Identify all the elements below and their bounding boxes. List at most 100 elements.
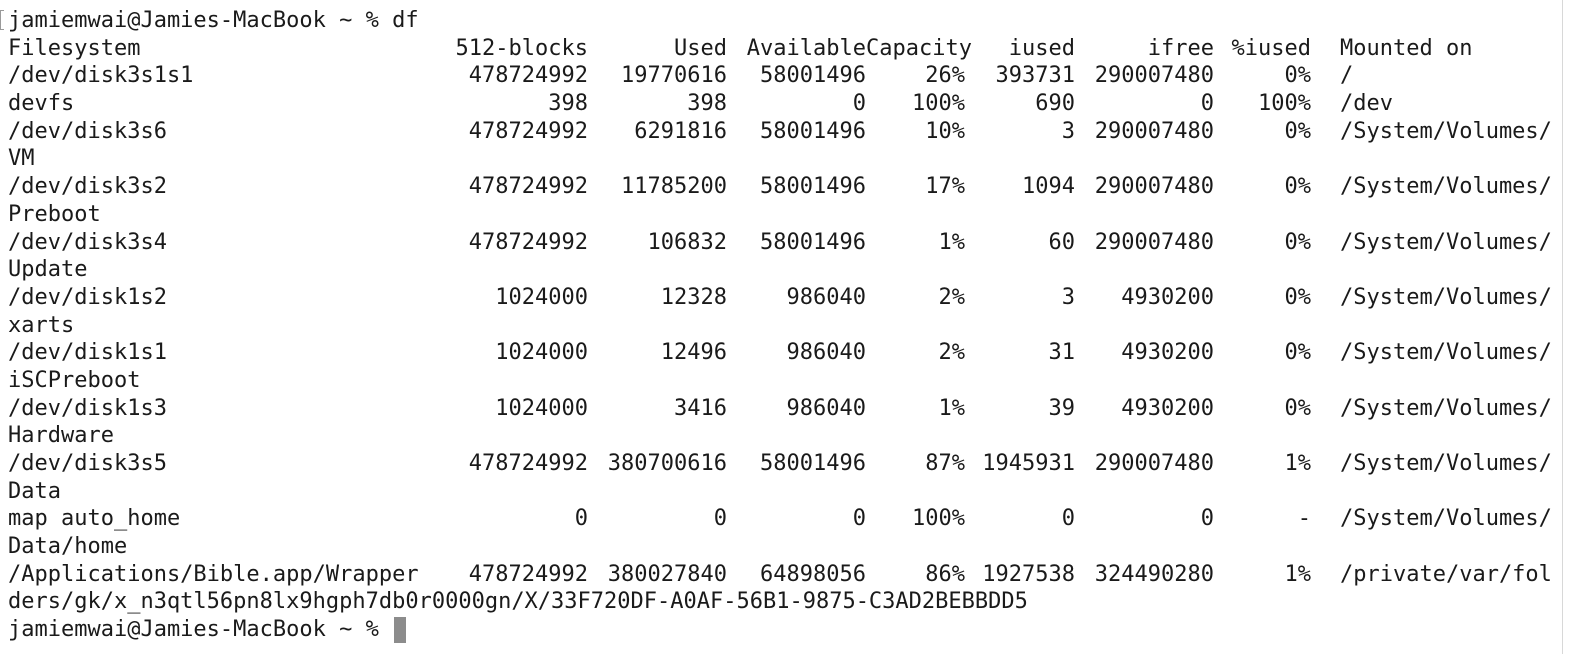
capacity-cell: 2% xyxy=(938,284,966,310)
wrapped-mount-continuation: Data xyxy=(8,478,61,504)
available-cell: 58001496 xyxy=(760,118,866,144)
mounted-on-cell: /System/Volumes/ xyxy=(1340,395,1552,421)
percent-iused-cell: 0% xyxy=(1284,118,1312,144)
final-prompt-text: jamiemwai@Jamies-MacBook ~ % xyxy=(8,617,393,643)
used-cell: 398 xyxy=(687,91,727,117)
mounted-on-cell: /System/Volumes/ xyxy=(1340,340,1552,366)
mounted-on-cell: / xyxy=(1340,63,1354,89)
wrapped-mount-continuation: VM xyxy=(8,146,35,172)
wrapped-mount-continuation: Update xyxy=(8,257,88,283)
filesystem-cell: /dev/disk3s5 xyxy=(8,451,167,476)
header-filesystem: Filesystem xyxy=(8,35,141,61)
percent-iused-cell: 1% xyxy=(1284,451,1312,476)
used-cell: 12496 xyxy=(660,340,727,366)
blocks-cell: 1024000 xyxy=(495,284,588,310)
iused-cell: 1945931 xyxy=(982,451,1075,476)
capacity-cell: 86% xyxy=(925,561,965,587)
header-capacity: Capacity xyxy=(866,35,972,61)
ifree-cell: 0 xyxy=(1200,506,1214,532)
percent-iused-cell: 0% xyxy=(1284,174,1312,200)
command-text: df xyxy=(392,8,419,33)
df-row: /dev/disk1s1 1024000 12496 986040 2% 31 493020… xyxy=(8,339,1586,367)
available-cell: 64898056 xyxy=(760,561,866,587)
df-row: /Applications/Bible.app/Wrapper 478724992… xyxy=(8,561,1586,589)
capacity-cell: 26% xyxy=(925,63,965,89)
header-used: Used xyxy=(674,35,727,61)
scrollbar-divider xyxy=(1562,0,1563,654)
header-ifree: ifree xyxy=(1147,35,1214,61)
ifree-cell: 290007480 xyxy=(1094,63,1214,89)
mounted-on-cell: /System/Volumes/ xyxy=(1340,451,1552,476)
filesystem-cell: /dev/disk1s2 xyxy=(8,284,167,310)
wrapped-mount-continuation: Hardware xyxy=(8,423,114,449)
mounted-on-cell: /System/Volumes/ xyxy=(1340,118,1552,144)
df-output-rows: /dev/disk3s1s1 478724992 19770616 58001496 2… xyxy=(8,62,1586,616)
filesystem-cell: /dev/disk1s3 xyxy=(8,395,167,421)
df-row: /dev/disk3s4 478724992 106832 58001496 1% 60 2… xyxy=(8,229,1586,257)
selection-bracket-marker xyxy=(0,10,4,30)
mounted-on-cell: /dev xyxy=(1340,91,1393,117)
blocks-cell: 478724992 xyxy=(468,63,588,89)
final-prompt-line[interactable]: jamiemwai@Jamies-MacBook ~ % xyxy=(8,616,1586,644)
used-cell: 12328 xyxy=(660,284,727,310)
iused-cell: 393731 xyxy=(995,63,1075,89)
df-row: /dev/disk3s5 478724992 380700616 58001496 87… xyxy=(8,450,1586,478)
percent-iused-cell: 1% xyxy=(1284,561,1312,587)
ifree-cell: 290007480 xyxy=(1094,229,1214,255)
available-cell: 58001496 xyxy=(760,63,866,89)
iused-cell: 1927538 xyxy=(982,561,1075,587)
blocks-cell: 478724992 xyxy=(468,174,588,200)
filesystem-cell: /dev/disk3s6 xyxy=(8,118,167,144)
blocks-cell: 0 xyxy=(574,506,588,532)
wrapped-mount-continuation: Data/home xyxy=(8,534,128,560)
ifree-cell: 4930200 xyxy=(1121,395,1214,421)
used-cell: 11785200 xyxy=(621,174,727,200)
capacity-cell: 87% xyxy=(925,451,965,476)
header-512-blocks: 512-blocks xyxy=(455,35,588,61)
used-cell: 3416 xyxy=(674,395,727,421)
filesystem-cell: devfs xyxy=(8,91,75,117)
wrapped-mount-continuation: iSCPreboot xyxy=(8,367,141,393)
percent-iused-cell: 0% xyxy=(1284,340,1312,366)
capacity-cell: 100% xyxy=(912,91,965,117)
filesystem-cell: /dev/disk3s4 xyxy=(8,229,167,255)
ifree-cell: 0 xyxy=(1200,91,1214,117)
filesystem-cell: /dev/disk1s1 xyxy=(8,340,167,366)
filesystem-cell: /Applications/Bible.app/Wrapper xyxy=(8,561,419,587)
iused-cell: 690 xyxy=(1035,91,1075,117)
scrollbar-track[interactable] xyxy=(1562,0,1586,654)
available-cell: 986040 xyxy=(786,340,866,366)
header-iused: iused xyxy=(1008,35,1075,61)
header-mounted-on: Mounted on xyxy=(1340,35,1473,61)
df-row: /dev/disk3s1s1 478724992 19770616 58001496 2… xyxy=(8,62,1586,90)
available-cell: 58001496 xyxy=(760,451,866,476)
df-row: /dev/disk3s2 478724992 11785200 58001496 17%… xyxy=(8,173,1586,201)
capacity-cell: 100% xyxy=(912,506,965,532)
ifree-cell: 4930200 xyxy=(1121,340,1214,366)
header-percent-iused: %iused xyxy=(1231,35,1311,61)
iused-cell: 31 xyxy=(1048,340,1076,366)
available-cell: 0 xyxy=(852,91,866,117)
ifree-cell: 290007480 xyxy=(1094,174,1214,200)
text-cursor xyxy=(394,617,407,644)
available-cell: 58001496 xyxy=(760,174,866,200)
percent-iused-cell: 0% xyxy=(1284,229,1312,255)
capacity-cell: 1% xyxy=(938,395,966,421)
df-row: /dev/disk3s6 478724992 6291816 58001496 10% 3… xyxy=(8,118,1586,146)
blocks-cell: 478724992 xyxy=(468,118,588,144)
blocks-cell: 1024000 xyxy=(495,395,588,421)
available-cell: 58001496 xyxy=(760,229,866,255)
used-cell: 380700616 xyxy=(607,451,727,476)
used-cell: 0 xyxy=(713,506,727,532)
iused-cell: 0 xyxy=(1061,506,1075,532)
wrapped-mount-continuation: Preboot xyxy=(8,201,101,227)
df-header-row: Filesystem 512-blocks Used Available Cap… xyxy=(8,35,1586,63)
percent-iused-cell: - xyxy=(1297,506,1311,532)
iused-cell: 3 xyxy=(1061,284,1075,310)
ifree-cell: 324490280 xyxy=(1094,561,1214,587)
percent-iused-cell: 0% xyxy=(1284,284,1312,310)
blocks-cell: 1024000 xyxy=(495,340,588,366)
filesystem-cell: /dev/disk3s2 xyxy=(8,174,167,200)
available-cell: 986040 xyxy=(786,284,866,310)
